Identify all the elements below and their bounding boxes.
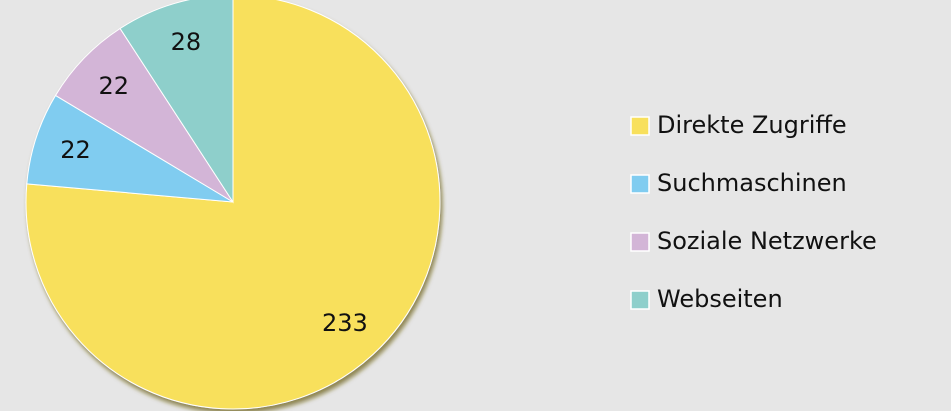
data-label: 233 — [322, 309, 368, 337]
legend-swatch — [630, 290, 650, 310]
data-label: 22 — [99, 72, 130, 100]
legend-swatch — [630, 232, 650, 252]
pie-slice — [25, 0, 441, 410]
legend-swatch — [630, 174, 650, 194]
legend-label: Soziale Netzwerke — [657, 227, 877, 255]
data-label: 28 — [171, 28, 202, 56]
pie-slice — [119, 0, 234, 204]
legend-swatch — [630, 116, 650, 136]
pie — [25, 0, 441, 410]
data-label: 22 — [60, 136, 91, 164]
legend-label: Webseiten — [657, 285, 783, 313]
legend-label: Direkte Zugriffe — [657, 111, 847, 139]
legend-label: Suchmaschinen — [657, 169, 847, 197]
